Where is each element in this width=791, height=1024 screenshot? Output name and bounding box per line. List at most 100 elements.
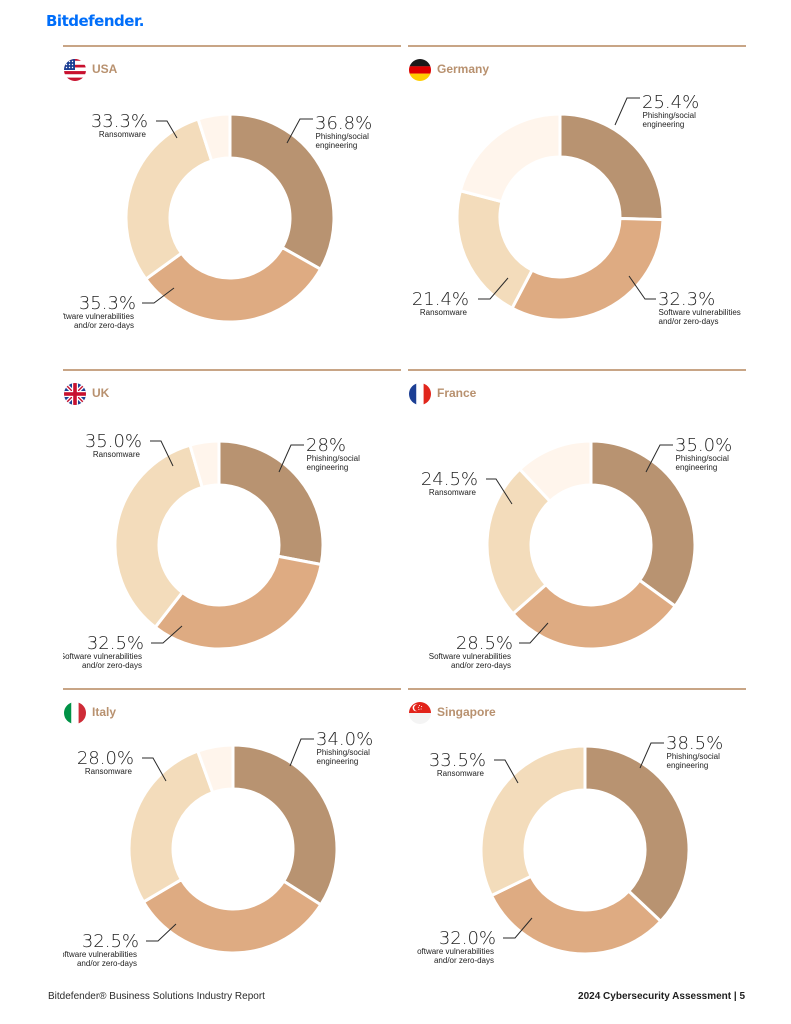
slice-value-label: 32.5% [87,633,144,654]
slice-value-label: 33.5% [429,750,486,771]
chart-panel-france: France 35.0% Phishing/social engineering 28.… [408,369,746,685]
slice-category-label: Phishing/social [676,454,730,463]
donut-slice [583,744,691,923]
section-divider [408,688,746,690]
donut-slice [458,112,562,204]
leader-line [614,97,640,126]
slice-category-label: Ransomware [429,488,477,497]
slice-value-label: 34.0% [316,729,373,750]
leader-line [151,625,183,644]
leader-line [156,120,178,139]
donut-slice [196,743,235,795]
singapore-flag-icon [409,702,431,724]
donut-slice [127,749,215,904]
slice-category-label: Ransomware [420,308,468,317]
slice-value-label: 33.3% [91,111,148,132]
section-divider [63,45,401,47]
slice-category-label: Phishing/social [307,454,361,463]
slice-category-label: Ransomware [99,130,147,139]
slice-category-label: and/or zero-days [659,317,719,326]
slice-category-label: and/or zero-days [434,956,494,965]
slice-category-label: and/or zero-days [74,321,134,330]
donut-slice [511,578,677,651]
donut-slice [231,743,339,907]
leader-line [146,923,177,942]
slice-category-label: Phishing/social [667,752,721,761]
country-title: France [437,386,477,400]
leader-line [486,478,513,505]
donut-slice [144,246,323,324]
leader-line [142,757,167,782]
chart-panel-italy: Italy 34.0% Phishing/social engineering 32.5… [63,688,401,1004]
leader-line [494,759,519,784]
donut-slice [217,439,325,566]
slice-value-label: 32.5% [82,931,139,952]
chart-panel-singapore: Singapore 38.5% Phishing/social engineering… [408,688,746,1004]
slice-category-label: Software vulnerabilities [63,950,137,959]
donut-slice [489,874,663,956]
leader-line [645,444,673,473]
donut-slice [153,554,323,651]
slice-category-label: engineering [643,120,685,129]
leader-line [519,622,549,644]
slice-category-label: engineering [316,141,358,150]
leader-line [628,275,656,300]
slice-category-label: Software vulnerabilities [63,652,142,661]
donut-slice [141,878,323,955]
slice-value-label: 36.8% [315,113,372,134]
slice-value-label: 25.4% [642,92,699,113]
chart-panel-germany: Germany 25.4% Phishing/social engineering 32… [408,45,746,361]
slice-value-label: 21.4% [412,289,469,310]
germany-flag-icon [409,59,431,81]
leader-line [289,738,314,767]
slice-category-label: Ransomware [85,767,133,776]
donut-slice [518,439,593,503]
slice-category-label: Software vulnerabilities [659,308,741,317]
donut-slice [124,117,214,281]
slice-category-label: Phishing/social [643,111,697,120]
footer-report-title: Bitdefender® Business Solutions Industry… [48,991,265,1002]
donut-slice [188,439,221,489]
section-divider [63,369,401,371]
donut-slice [228,112,336,271]
slice-category-label: oftware vulnerabilities [417,947,494,956]
slice-category-label: Phishing/social [316,132,370,141]
france-flag-icon [409,383,431,405]
country-title: Germany [437,62,490,76]
leader-line [278,444,304,473]
leader-line [478,277,509,300]
slice-category-label: Ransomware [93,450,141,459]
section-divider [408,45,746,47]
slice-category-label: engineering [307,463,349,472]
slice-value-label: 35.0% [675,435,732,456]
slice-value-label: 28.0% [77,748,134,769]
country-title: UK [92,386,110,400]
donut-slice [479,744,587,898]
slice-value-label: 32.0% [439,928,496,949]
chart-panel-uk: UK 28% Phishing/social engineering 32.5% Soft… [63,369,401,685]
slice-value-label: 24.5% [421,469,478,490]
donut-slice [113,443,204,629]
country-title: Italy [92,705,117,719]
leader-line [286,118,313,144]
footer-page-info: 2024 Cybersecurity Assessment | 5 [578,991,745,1002]
slice-value-label: 32.3% [658,289,715,310]
slice-value-label: 38.5% [666,733,723,754]
slice-category-label: Software vulnerabilities [429,652,511,661]
usa-flag-icon [64,59,86,81]
slice-category-label: and/or zero-days [82,661,142,670]
country-title: Singapore [437,705,496,719]
donut-slice [589,439,697,608]
slice-category-label: and/or zero-days [77,959,137,968]
leader-line [150,440,174,467]
donut-slice [510,217,665,322]
slice-category-label: engineering [676,463,718,472]
leader-line [639,742,664,769]
